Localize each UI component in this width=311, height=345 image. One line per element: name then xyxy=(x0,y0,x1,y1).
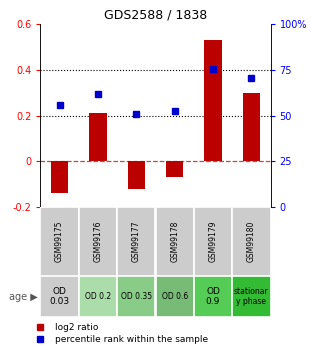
Bar xyxy=(40,276,79,317)
Text: GSM99177: GSM99177 xyxy=(132,221,141,262)
Bar xyxy=(194,207,232,276)
Bar xyxy=(156,276,194,317)
Text: OD 0.2: OD 0.2 xyxy=(85,292,111,301)
Bar xyxy=(166,161,183,177)
Bar xyxy=(89,113,107,161)
Text: OD 0.6: OD 0.6 xyxy=(161,292,188,301)
Bar xyxy=(128,161,145,189)
Text: OD
0.9: OD 0.9 xyxy=(206,287,220,306)
Title: GDS2588 / 1838: GDS2588 / 1838 xyxy=(104,9,207,22)
Bar xyxy=(79,276,117,317)
Text: OD 0.35: OD 0.35 xyxy=(121,292,152,301)
Text: GSM99175: GSM99175 xyxy=(55,221,64,262)
Bar xyxy=(194,276,232,317)
Bar xyxy=(40,207,79,276)
Bar xyxy=(117,207,156,276)
Text: GSM99179: GSM99179 xyxy=(209,221,217,262)
Text: stationar
y phase: stationar y phase xyxy=(234,287,269,306)
Text: GSM99180: GSM99180 xyxy=(247,221,256,262)
Text: percentile rank within the sample: percentile rank within the sample xyxy=(55,335,208,344)
Bar xyxy=(204,40,222,161)
Bar xyxy=(232,276,271,317)
Text: GSM99176: GSM99176 xyxy=(94,221,102,262)
Text: log2 ratio: log2 ratio xyxy=(55,323,98,332)
Bar xyxy=(51,161,68,193)
Text: GSM99178: GSM99178 xyxy=(170,221,179,262)
Bar xyxy=(232,207,271,276)
Bar xyxy=(243,93,260,161)
Bar xyxy=(79,207,117,276)
Text: age ▶: age ▶ xyxy=(9,292,37,302)
Text: OD
0.03: OD 0.03 xyxy=(49,287,70,306)
Bar xyxy=(156,207,194,276)
Bar xyxy=(117,276,156,317)
